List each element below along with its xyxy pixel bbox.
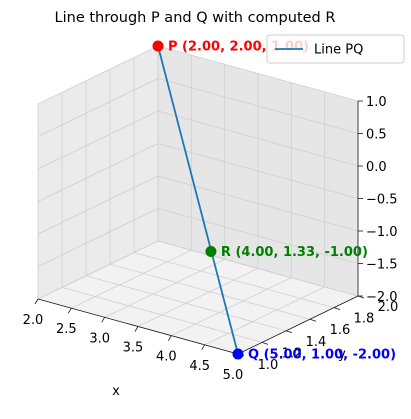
y-axis-line <box>237 295 359 355</box>
x-tick-label: 3.0 <box>89 331 110 346</box>
x-tick-label: 5.0 <box>223 368 244 383</box>
grid-line-z-left <box>37 110 159 170</box>
grid-line-y-floor <box>85 275 287 332</box>
grid-line-z-back <box>157 143 359 199</box>
x-tick-label: 4.5 <box>189 359 210 374</box>
x-tick-label: 3.5 <box>123 341 144 356</box>
legend-box <box>266 34 405 64</box>
z-tick-label: −1.0 <box>366 225 398 240</box>
x-tick-label: 2.0 <box>23 313 44 328</box>
x-tick-mark <box>134 326 139 332</box>
grid-line-y-floor <box>61 287 263 343</box>
y-tick-label: 1.6 <box>330 323 351 338</box>
z-tick-label: −2.0 <box>366 290 398 305</box>
y-tick-label: 1.4 <box>306 335 327 350</box>
grid-line-x-floor <box>204 286 325 346</box>
x-tick-mark <box>201 344 206 351</box>
point-label-r: R (4.00, 1.33, -1.00) <box>221 245 368 260</box>
point-label-q: Q (5.00, 1.00, -2.00) <box>248 348 396 363</box>
grid-line-z-left <box>37 78 159 137</box>
grid-line-z-left <box>37 175 159 235</box>
grid-line-y-floor <box>133 252 335 308</box>
chart-title: Line through P and Q with computed R <box>55 10 336 26</box>
series-line-pq <box>157 45 239 355</box>
grid-line-x-floor <box>104 258 225 318</box>
grid-line-z-back <box>157 208 359 264</box>
grid-line-z-back <box>157 45 359 102</box>
z-tick-label: 0.5 <box>366 128 387 143</box>
y-tick-mark <box>309 318 317 322</box>
grid-line-y-floor <box>109 263 311 320</box>
z-tick-label: −1.5 <box>366 258 398 273</box>
y-tick-label: 1.0 <box>258 358 279 373</box>
grid-line-z-back <box>157 78 359 134</box>
x-tick-mark <box>167 335 172 341</box>
x-tick-label: 2.5 <box>56 322 77 337</box>
y-tick-mark <box>261 342 269 345</box>
y-axis-label: y <box>338 347 346 362</box>
point-marker-q <box>232 348 244 360</box>
grid-line-x-floor <box>137 268 259 327</box>
legend-label-line-pq: Line PQ <box>314 43 363 58</box>
x-axis-ticks: 2.0 2.5 3.0 3.5 4.0 4.5 5.0 <box>23 298 244 383</box>
grid-line-z-left <box>37 45 159 105</box>
grid-line-z-left <box>37 143 159 202</box>
grid-line-x-floor <box>171 277 292 337</box>
grid-line-x-floor <box>71 249 192 309</box>
y-tick-label: 1.8 <box>354 312 375 327</box>
point-marker-p <box>152 40 164 52</box>
z-tick-label: 0.0 <box>366 160 387 175</box>
grid-line-z-back <box>157 110 359 167</box>
grid-line-z-back <box>157 240 359 297</box>
series-lines <box>157 45 239 355</box>
x-axis-label: x <box>112 384 120 399</box>
y-tick-label: 2.0 <box>378 300 399 315</box>
x-tick-mark <box>67 307 72 314</box>
z-tick-label: 1.0 <box>366 95 387 110</box>
grid-line-z-back <box>157 175 359 232</box>
legend: Line PQ <box>266 34 405 64</box>
y-tick-mark <box>333 307 341 310</box>
z-tick-label: −0.5 <box>366 193 398 208</box>
x-tick-mark <box>101 317 106 323</box>
grid-line-z-left <box>37 240 159 300</box>
x-tick-mark <box>34 298 39 305</box>
y-axis-ticks: 1.01.21.41.61.82.0 <box>237 295 399 373</box>
x-tick-label: 4.0 <box>156 350 177 365</box>
y-tick-label: 1.2 <box>282 346 303 361</box>
grid-lines <box>37 45 359 355</box>
z-axis-ticks: −2.0 −1.5 −1.0 −0.5 0.0 0.5 1.0 <box>358 95 398 305</box>
y-tick-mark <box>285 330 293 334</box>
grid-line-z-left <box>37 208 159 267</box>
point-marker-r <box>205 246 217 258</box>
